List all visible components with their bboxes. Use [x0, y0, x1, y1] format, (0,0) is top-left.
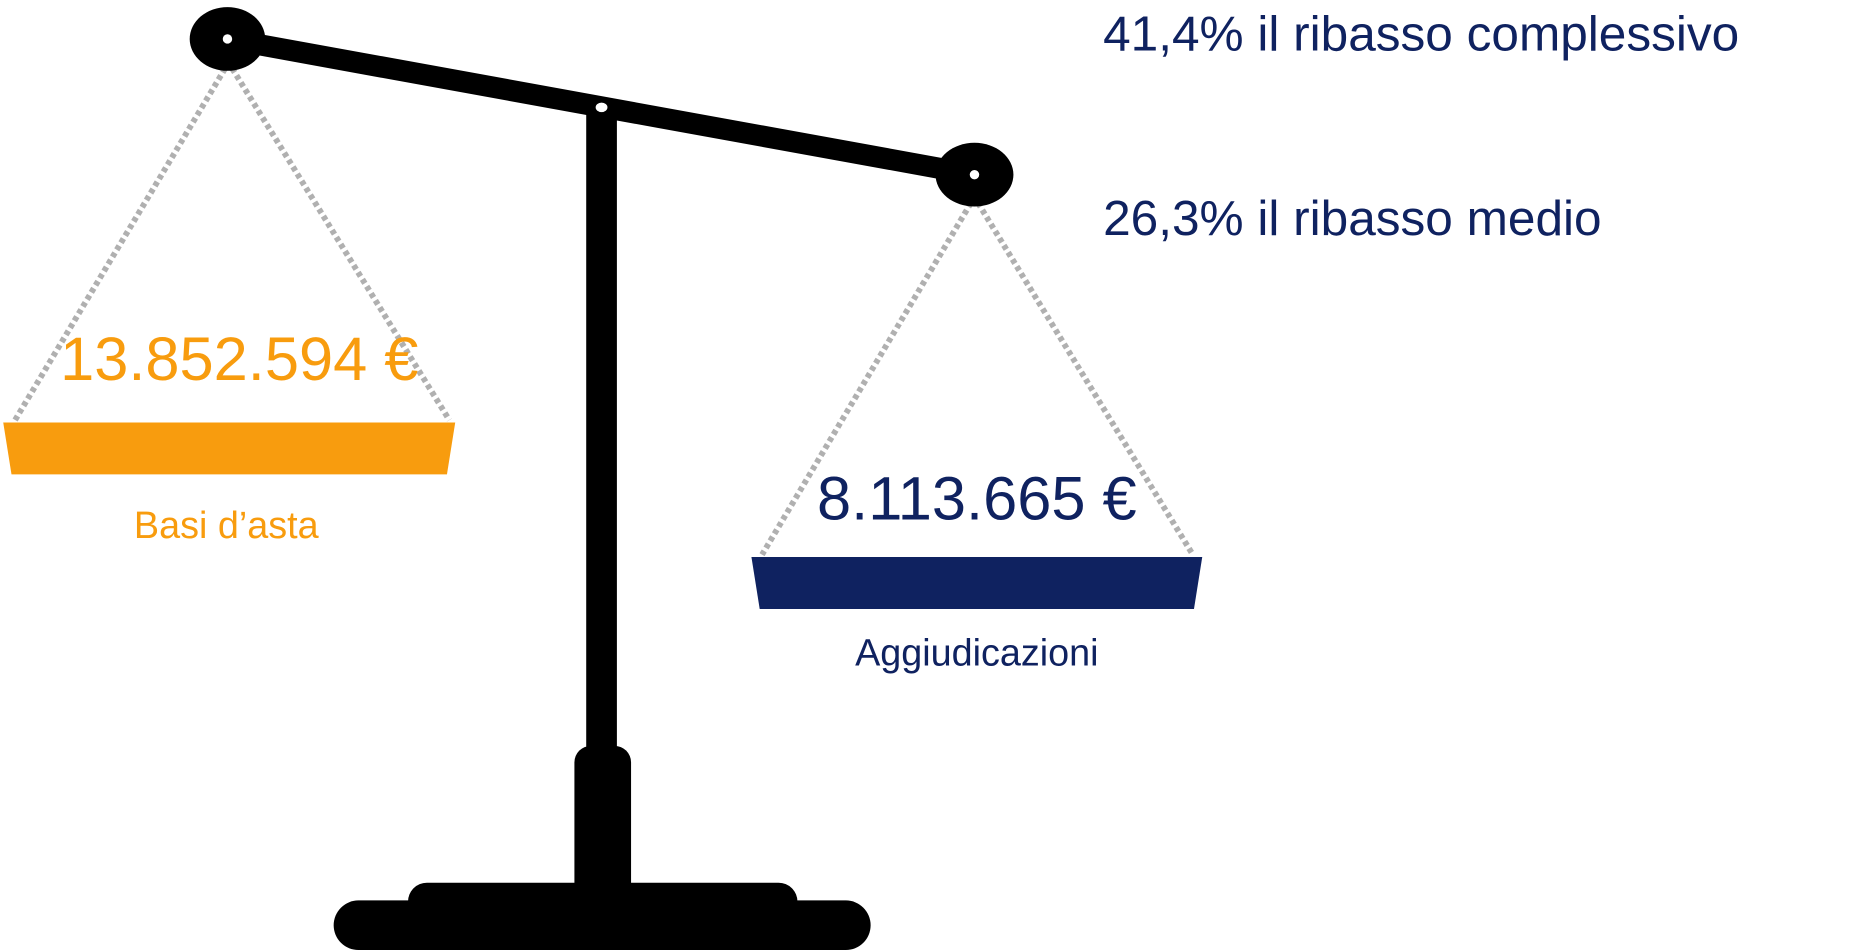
right-label: Aggiudicazioni	[855, 633, 1098, 675]
pin	[970, 170, 979, 179]
left-label: Basi d’asta	[134, 505, 319, 547]
pin	[223, 34, 232, 43]
foot	[334, 900, 871, 950]
note: 41,4% il ribasso complessivo	[1103, 6, 1739, 62]
right-pan	[751, 557, 1202, 609]
right-amount: 8.113.665 €	[817, 464, 1137, 533]
page: 13.852.594 € Basi d’asta 8.113.665 € Agg…	[0, 0, 1851, 950]
note: 26,3% il ribasso medio	[1103, 190, 1601, 246]
post-base	[574, 746, 631, 899]
left-pan	[3, 422, 455, 474]
pivot	[596, 103, 608, 112]
scale-infographic: 13.852.594 € Basi d’asta 8.113.665 € Agg…	[0, 0, 1851, 950]
post	[586, 107, 617, 768]
left-amount: 13.852.594 €	[60, 325, 418, 394]
